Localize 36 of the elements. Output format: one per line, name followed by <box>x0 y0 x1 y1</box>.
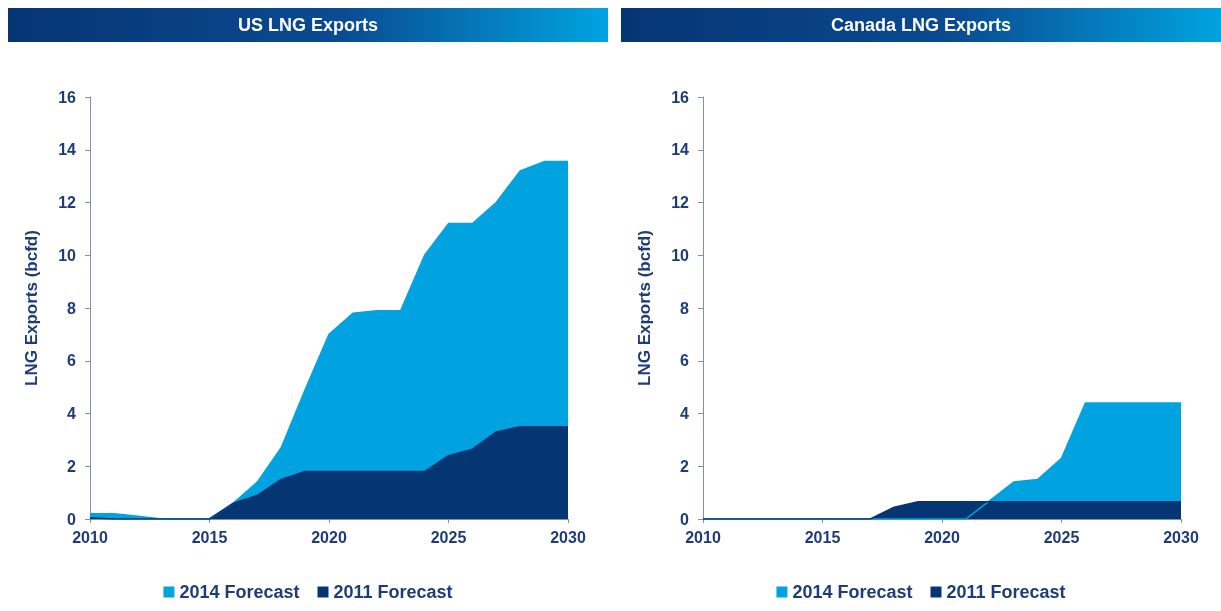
y-axis-title: LNG Exports (bcfd) <box>22 230 41 386</box>
y-tick-label: 8 <box>680 299 690 317</box>
y-tick-label: 12 <box>58 194 77 211</box>
y-tick-label: 0 <box>67 510 77 528</box>
y-tick-label: 4 <box>67 405 77 422</box>
x-tick-label: 2020 <box>311 528 347 546</box>
y-tick-label: 0 <box>680 510 690 528</box>
x-tick-label: 2030 <box>550 528 586 546</box>
y-axis-title: LNG Exports (bcfd) <box>635 230 654 386</box>
x-tick-label: 2010 <box>72 528 108 546</box>
y-tick-label: 14 <box>58 141 77 159</box>
x-tick-label: 2010 <box>685 528 721 546</box>
y-tick-label: 2 <box>67 457 77 475</box>
x-tick-label: 2020 <box>924 528 960 546</box>
chart-title: US LNG Exports <box>8 8 608 42</box>
y-tick-label: 16 <box>671 88 690 106</box>
y-tick-label: 4 <box>680 405 690 422</box>
legend-label: 2014 Forecast <box>792 582 913 602</box>
y-tick-label: 8 <box>67 299 77 317</box>
y-tick-label: 6 <box>67 352 77 370</box>
legend-label: 2014 Forecast <box>179 582 300 602</box>
x-tick-label: 2015 <box>804 528 841 546</box>
x-tick-label: 2025 <box>430 528 467 546</box>
y-tick-label: 6 <box>680 352 690 370</box>
legend-label: 2011 Forecast <box>333 582 453 602</box>
y-tick-label: 16 <box>58 88 77 106</box>
y-tick-label: 12 <box>671 194 690 211</box>
y-tick-label: 10 <box>58 246 77 264</box>
y-tick-label: 14 <box>671 141 690 159</box>
y-tick-label: 2 <box>680 457 690 475</box>
x-tick-label: 2015 <box>191 528 228 546</box>
chart-title: Canada LNG Exports <box>621 8 1221 42</box>
x-tick-label: 2030 <box>1163 528 1199 546</box>
x-tick-label: 2025 <box>1043 528 1080 546</box>
y-tick-label: 10 <box>671 246 690 264</box>
legend-label: 2011 Forecast <box>946 582 1066 602</box>
